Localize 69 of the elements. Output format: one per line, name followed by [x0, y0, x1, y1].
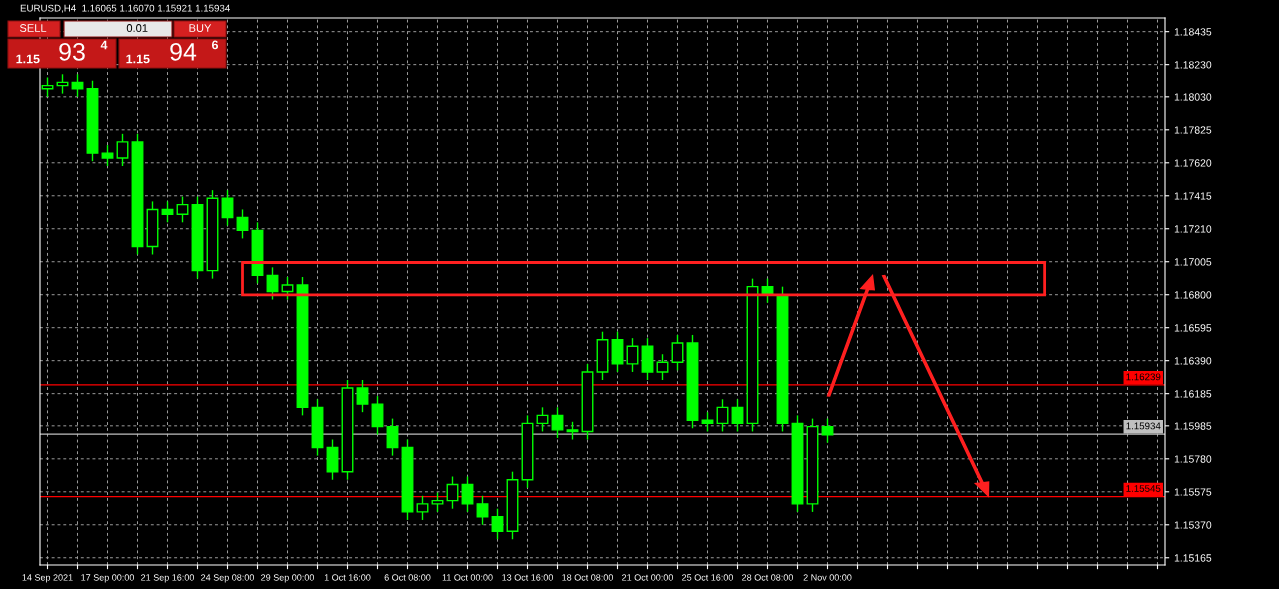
- x-tick-label: 17 Sep 00:00: [81, 574, 135, 583]
- candlestick: [371, 395, 384, 436]
- candlestick: [236, 208, 249, 240]
- y-tick-label: 1.18230: [1174, 61, 1212, 69]
- candlestick: [536, 406, 549, 433]
- x-tick-label: 14 Sep 2021: [22, 574, 73, 583]
- candlestick: [116, 133, 129, 167]
- annotation: 1.15: [126, 54, 150, 64]
- x-tick-label: 13 Oct 16:00: [502, 574, 553, 581]
- candlestick: [266, 266, 279, 301]
- ref-line-label: 1.15545: [1126, 485, 1161, 492]
- annotation: 0.01: [126, 24, 148, 32]
- candlestick: [446, 475, 459, 510]
- x-tick-label: 18 Oct 08:00: [562, 574, 613, 581]
- y-tick-label: 1.18435: [1174, 28, 1212, 36]
- y-tick-label: 1.16390: [1174, 357, 1212, 365]
- y-tick-label: 1.17005: [1174, 258, 1212, 266]
- x-tick-label: 28 Oct 08:00: [742, 574, 793, 581]
- x-tick-label: 21 Oct 00:00: [622, 574, 673, 581]
- candlestick: [386, 417, 399, 457]
- ref-line-label: 1.16239: [1126, 373, 1161, 381]
- chart-title: EURUSD,H4 1.16065 1.16070 1.15921 1.15934: [20, 4, 230, 13]
- candlestick: [416, 495, 429, 521]
- candlestick: [356, 379, 369, 413]
- candlestick: [491, 507, 504, 540]
- annotation: 4: [100, 40, 108, 50]
- candlestick: [716, 398, 729, 433]
- annotation: BUY: [189, 24, 212, 32]
- candlestick: [176, 195, 189, 224]
- candlestick: [161, 200, 174, 224]
- y-tick-label: 1.16595: [1174, 324, 1212, 332]
- y-tick-label: 1.16185: [1174, 390, 1212, 398]
- x-tick-label: 25 Oct 16:00: [682, 574, 733, 581]
- candlestick: [101, 144, 114, 167]
- candlestick: [656, 353, 669, 381]
- y-tick-label: 1.17825: [1174, 126, 1212, 134]
- y-tick-label: 1.17620: [1174, 159, 1212, 167]
- y-tick-label: 1.16800: [1174, 291, 1212, 299]
- annotation: 93: [59, 43, 85, 61]
- y-tick-label: 1.15780: [1174, 455, 1212, 463]
- annotation: 6: [211, 40, 219, 50]
- x-tick-label: 2 Nov 00:00: [803, 574, 852, 581]
- annotation: 94: [170, 43, 197, 61]
- candlestick: [551, 406, 564, 439]
- candlestick: [821, 417, 834, 444]
- candlestick: [626, 337, 639, 373]
- y-tick-label: 1.17415: [1174, 192, 1212, 200]
- candlestick: [461, 475, 474, 513]
- text: 1.15: [16, 54, 40, 64]
- candlestick: [221, 189, 234, 227]
- candlestick: [671, 334, 684, 372]
- x-tick-label: 6 Oct 08:00: [384, 574, 431, 581]
- candlestick: [731, 398, 744, 433]
- annotation: SELL: [19, 24, 47, 32]
- x-tick-label: 21 Sep 16:00: [141, 574, 195, 583]
- ref-line-label: 1.15934: [1126, 422, 1161, 430]
- x-tick-label: 24 Sep 08:00: [201, 574, 255, 583]
- y-tick-label: 1.15370: [1174, 521, 1212, 529]
- y-tick-label: 1.18030: [1174, 93, 1212, 101]
- x-tick-label: 11 Oct 00:00: [442, 574, 493, 581]
- candlestick: [281, 276, 294, 301]
- y-tick-label: 1.17210: [1174, 225, 1212, 233]
- x-tick-label: 29 Sep 00:00: [261, 574, 315, 583]
- candlestick: [431, 491, 444, 513]
- y-tick-label: 1.15575: [1174, 488, 1212, 496]
- x-tick-label: 1 Oct 16:00: [324, 574, 371, 581]
- y-tick-label: 1.15165: [1174, 554, 1212, 562]
- y-tick-label: 1.15985: [1174, 422, 1212, 430]
- candlestick: [476, 495, 489, 526]
